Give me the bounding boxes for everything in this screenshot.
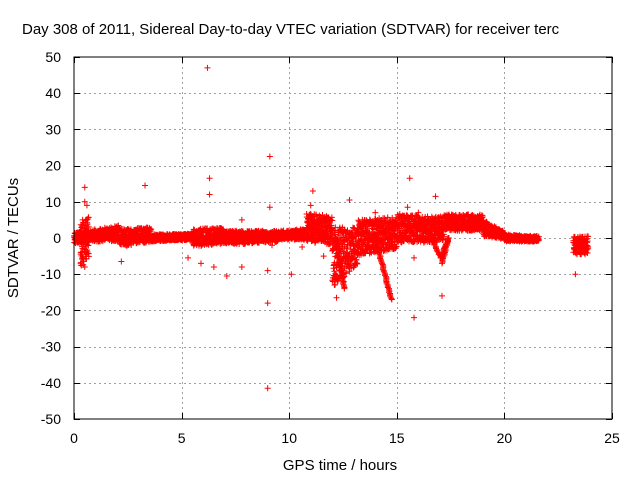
data-point-outlier — [223, 273, 230, 280]
data-point — [349, 239, 356, 246]
data-point — [85, 253, 92, 260]
data-point-outlier — [206, 175, 213, 182]
data-point — [85, 242, 92, 249]
data-point-outlier — [83, 202, 90, 209]
data-point — [355, 217, 362, 224]
x-tick-label: 25 — [604, 430, 620, 446]
data-point — [328, 222, 335, 229]
data-point-outlier — [432, 193, 439, 200]
data-point-outlier — [320, 253, 327, 260]
data-point — [388, 296, 395, 303]
data-point-outlier — [333, 294, 340, 301]
data-point-outlier — [572, 271, 579, 278]
data-point — [115, 222, 122, 229]
y-tick-label: 50 — [45, 49, 61, 65]
data-point-outlier — [372, 209, 379, 216]
plot-frame — [73, 56, 613, 420]
data-point — [85, 236, 92, 243]
chart-title: Day 308 of 2011, Sidereal Day-to-day VTE… — [22, 21, 560, 38]
data-point-outlier — [81, 184, 88, 191]
data-point-outlier — [118, 258, 125, 265]
data-point-outlier — [268, 242, 275, 249]
data-point — [84, 221, 91, 228]
data-point-outlier — [81, 263, 88, 270]
data-point-outlier — [404, 204, 411, 211]
data-point-outlier — [238, 216, 245, 223]
data-point-outlier — [142, 182, 149, 189]
data-point-outlier — [81, 198, 88, 205]
data-point-outlier — [266, 153, 273, 160]
data-point-outlier — [204, 64, 211, 71]
x-tick-label: 5 — [178, 430, 186, 446]
y-tick-labels: -50 -40 -30 -20 -10 0 10 20 30 40 50 — [41, 49, 61, 427]
y-tick-label: 30 — [45, 121, 61, 137]
data-point — [148, 226, 155, 233]
data-point-outlier — [264, 300, 271, 307]
data-point — [585, 244, 592, 251]
data-point — [440, 236, 447, 243]
y-tick-label: 0 — [53, 230, 61, 246]
data-point-outlier — [185, 254, 192, 261]
data-point — [83, 231, 90, 238]
data-point-outlier — [264, 267, 271, 274]
data-point — [444, 235, 451, 241]
x-tick-labels: 0 5 10 15 20 25 — [70, 430, 620, 446]
data-point-outlier — [238, 263, 245, 270]
y-tick-label: -40 — [41, 375, 61, 391]
y-axis-title: SDTVAR / TECUs — [5, 178, 22, 298]
data-point-outlier — [348, 253, 355, 260]
data-point — [585, 233, 592, 240]
data-point — [440, 233, 447, 240]
data-point-outlier — [79, 216, 86, 223]
data-point — [331, 268, 338, 275]
y-tick-label: 20 — [45, 158, 61, 174]
y-tick-label: 10 — [45, 194, 61, 210]
y-tick-label: 40 — [45, 85, 61, 101]
data-point — [85, 214, 92, 221]
data-point — [393, 243, 400, 250]
data-point-outlier — [299, 244, 306, 251]
data-point — [85, 223, 92, 230]
data-point-outlier — [346, 196, 353, 203]
data-point-outlier — [415, 209, 422, 216]
y-tick-label: -50 — [41, 411, 61, 427]
data-point — [354, 260, 361, 267]
data-point-outlier — [206, 191, 213, 198]
data-point — [329, 217, 336, 224]
data-point — [535, 233, 542, 240]
data-point-outlier — [438, 292, 445, 299]
data-point-outlier — [307, 202, 314, 209]
data-point-outlier — [266, 204, 273, 211]
y-tick-label: -30 — [41, 339, 61, 355]
x-axis-title: GPS time / hours — [283, 457, 397, 474]
data-point-outlier — [411, 314, 418, 321]
data-point — [584, 249, 591, 256]
data-point — [584, 238, 591, 245]
data-point — [341, 285, 348, 292]
data-point-outlier — [288, 271, 295, 278]
data-point-outlier — [406, 175, 413, 182]
data-point-outlier — [197, 260, 204, 267]
data-point — [479, 212, 486, 219]
x-tick-label: 15 — [389, 430, 405, 446]
x-tick-label: 0 — [70, 430, 78, 446]
data-point — [380, 234, 387, 241]
data-point-outlier — [331, 282, 338, 289]
data-point-outlier — [309, 187, 316, 194]
y-tick-label: -10 — [41, 266, 61, 282]
data-point-outlier — [210, 263, 217, 270]
data-point-outlier — [411, 254, 418, 261]
data-point — [349, 224, 356, 231]
x-tick-label: 20 — [497, 430, 513, 446]
y-tick-label: -20 — [41, 302, 61, 318]
data-point-outlier — [264, 385, 271, 392]
data-point — [347, 261, 354, 268]
x-tick-label: 10 — [281, 430, 297, 446]
data-points — [71, 64, 592, 392]
data-point — [332, 231, 339, 238]
